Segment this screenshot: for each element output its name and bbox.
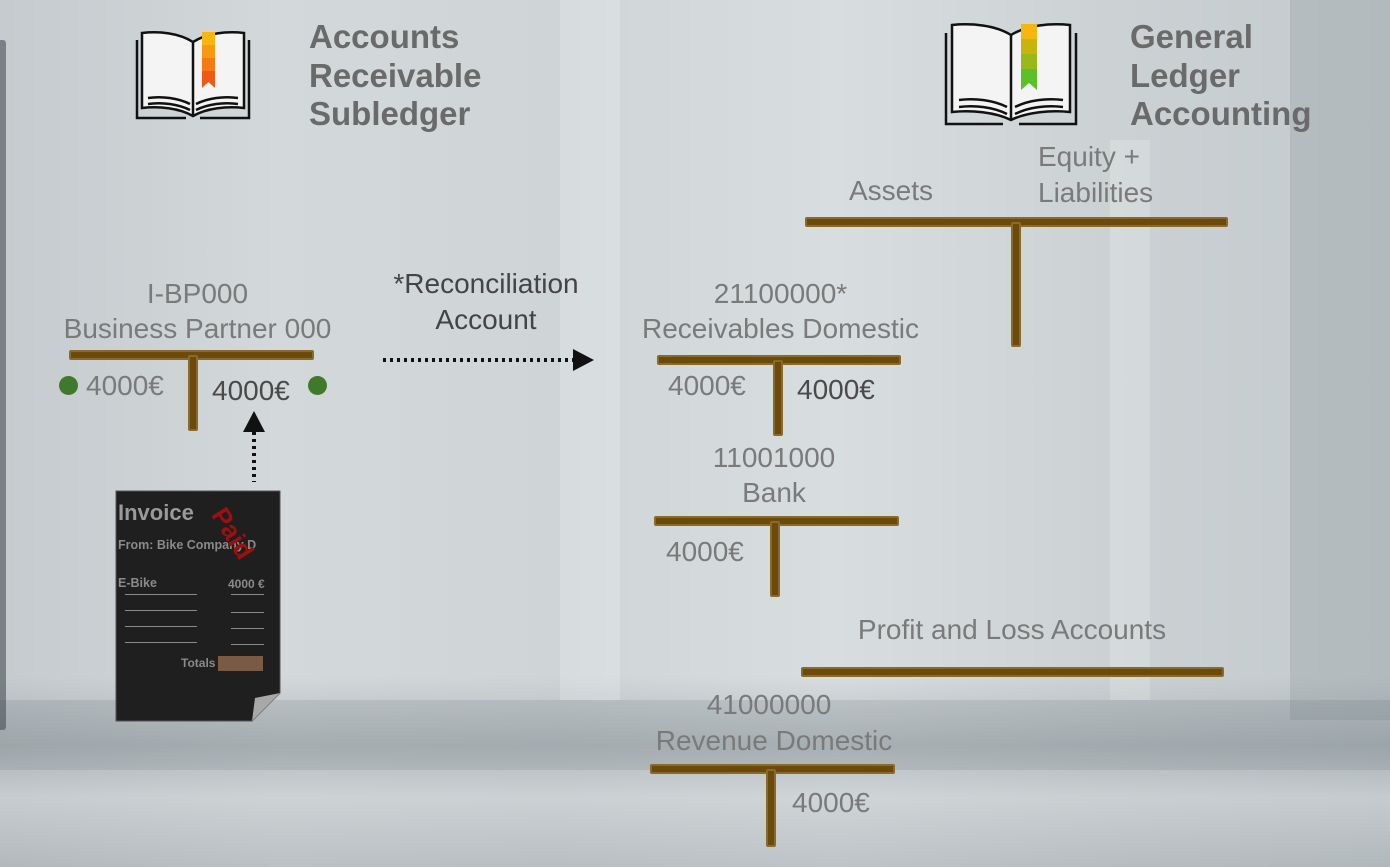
invoice-line [125, 626, 197, 627]
bank-debit: 4000€ [666, 536, 744, 567]
status-dot [308, 376, 327, 395]
revenue-name: Revenue Domestic [655, 725, 893, 756]
dotted-arrow-up [243, 411, 265, 482]
receivables-debit: 4000€ [668, 370, 746, 401]
subledger-title-line: Receivable [309, 56, 482, 94]
revenue-credit: 4000€ [792, 787, 870, 818]
invoice-line [125, 610, 197, 611]
bank-name: Bank [742, 477, 806, 508]
bp-name: Business Partner 000 [63, 313, 332, 344]
invoice-item: E-Bike [118, 576, 157, 590]
liabilities-label-line: Liabilities [1038, 177, 1154, 208]
bank-t-vertical [770, 521, 780, 597]
bp-debit: 4000€ [86, 370, 164, 401]
invoice-line [125, 642, 197, 643]
dotted-arrow-right [383, 349, 594, 371]
subledger-title-line: Accounts [309, 18, 460, 55]
receivables-credit: 4000€ [797, 374, 875, 405]
revenue-t-vertical [766, 769, 776, 847]
pl-t-horizontal [801, 667, 1224, 677]
open-book-icon [944, 23, 1078, 126]
assets-label: Assets [849, 175, 934, 206]
general-ledger-title-line: Ledger [1130, 56, 1241, 94]
invoice-title: Invoice [118, 500, 194, 525]
invoice-line [125, 594, 197, 595]
invoice-line [231, 644, 264, 645]
equity-liabilities-label: Equity + Liabilities [1038, 139, 1153, 211]
invoice-line [231, 612, 264, 613]
reconciliation-label-line: Account [435, 304, 537, 335]
general-ledger-title-line: General [1130, 18, 1253, 55]
bp-t-vertical [188, 355, 198, 431]
revenue-number: 41000000 [706, 689, 832, 720]
receivables-number: 21100000* [713, 278, 848, 309]
status-dot [59, 376, 78, 395]
invoice-document: Invoice From: Bike Company D E-Bike 4000… [115, 490, 281, 722]
bp-credit: 4000€ [212, 375, 290, 406]
invoice-line [231, 594, 264, 595]
reconciliation-label-line: *Reconciliation [393, 268, 579, 299]
pl-title: Profit and Loss Accounts [857, 614, 1167, 645]
receivables-t-vertical [773, 360, 783, 436]
reconciliation-label: *Reconciliation Account [383, 266, 589, 338]
invoice-total-box [218, 656, 263, 671]
open-book-icon [135, 31, 251, 120]
subledger-title-line: Subledger [309, 95, 471, 132]
left-edge-shadow [0, 40, 6, 730]
general-ledger-title-line: Accounting [1130, 95, 1312, 132]
bank-number: 11001000 [712, 442, 836, 473]
equity-label-line: Equity + [1038, 141, 1140, 172]
invoice-line [231, 628, 264, 629]
invoice-from: From: Bike Company D [118, 538, 257, 552]
invoice-totals: Totals [181, 656, 216, 670]
invoice-price: 4000 € [228, 577, 265, 591]
receivables-name: Receivables Domestic [642, 313, 919, 344]
bp-id: I-BP000 [146, 278, 249, 309]
balance-sheet-t-vertical [1011, 222, 1021, 347]
subledger-title: Accounts Receivable Subledger [309, 18, 481, 134]
general-ledger-title: General Ledger Accounting [1130, 18, 1311, 134]
